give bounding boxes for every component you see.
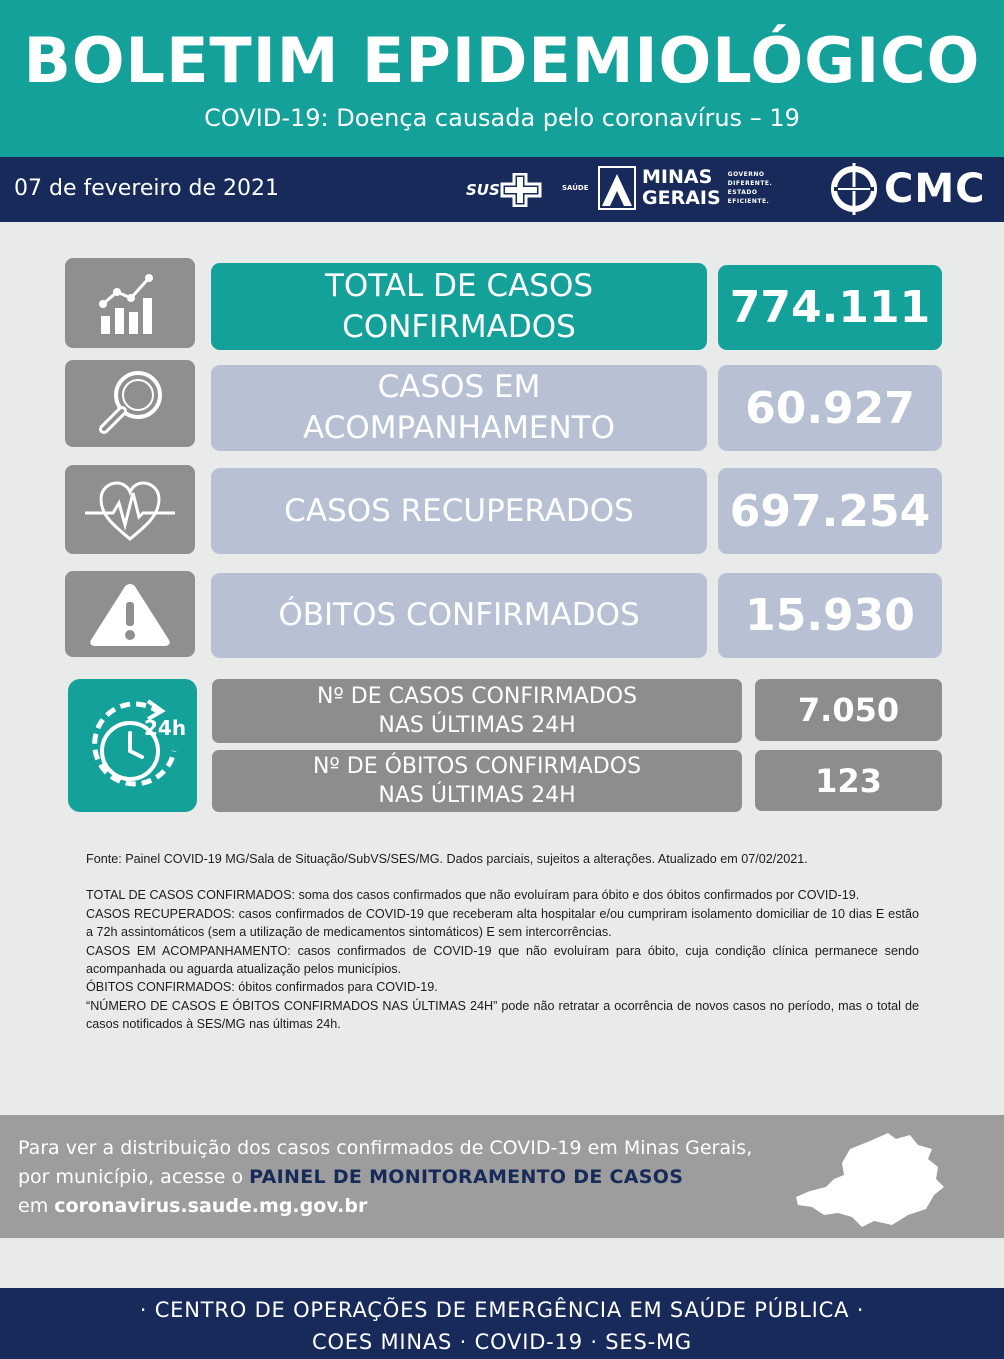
note-recovered: CASOS RECUPERADOS: casos confirmados de … xyxy=(86,906,919,940)
minas-gerais-logo: MINAS GERAIS GOVERNO DIFERENTE. ESTADO E… xyxy=(598,166,772,210)
page-subtitle: COVID-19: Doença causada pelo coronavíru… xyxy=(204,104,800,132)
footer-line2: COES MINAS · COVID-19 · SES-MG xyxy=(312,1330,692,1354)
minas-gerais-map-icon xyxy=(796,1133,944,1227)
mg-tagline-1: GOVERNO xyxy=(727,171,765,178)
note-deaths: ÓBITOS CONFIRMADOS: óbitos confirmados p… xyxy=(86,980,438,995)
last24h-cases-label-line2: NAS ÚLTIMAS 24H xyxy=(378,713,576,738)
footer-line1: · CENTRO DE OPERAÇÕES DE EMERGÊNCIA EM S… xyxy=(139,1298,865,1322)
warning-icon xyxy=(90,584,170,646)
last24h-cases-label: Nº DE CASOS CONFIRMADOS NAS ÚLTIMAS 24H xyxy=(212,679,742,743)
stat-value-deaths: 15.930 xyxy=(718,573,942,658)
mg-tagline-4: EFICIENTE. xyxy=(727,198,770,205)
last24h-cases-value: 7.050 xyxy=(755,679,942,741)
bulletin-date: 07 de fevereiro de 2021 xyxy=(14,176,280,201)
stat-label-monitoring-line2: ACOMPANHAMENTO xyxy=(303,410,615,446)
mg-tagline-2: DIFERENTE. xyxy=(727,180,773,187)
mg-logo-tagline: GOVERNO DIFERENTE. ESTADO EFICIENTE. xyxy=(728,170,773,206)
header-banner: BOLETIM EPIDEMIOLÓGICO COVID-19: Doença … xyxy=(0,0,1004,157)
stat-label-total: TOTAL DE CASOS CONFIRMADOS xyxy=(211,263,707,350)
stat-value-total: 774.111 xyxy=(718,265,942,350)
bar-chart-growth-icon xyxy=(99,274,153,334)
date-logo-bar: 07 de fevereiro de 2021 SUS SAÚDE MINAS … xyxy=(0,157,1004,222)
stat-value-monitoring: 60.927 xyxy=(718,365,942,451)
mg-tagline-3: ESTADO xyxy=(727,189,758,196)
last24h-deaths-value: 123 xyxy=(755,750,942,811)
mg-logo-line2: GERAIS xyxy=(642,187,721,209)
last24h-deaths-label-line1: Nº DE ÓBITOS CONFIRMADOS xyxy=(312,754,642,779)
stat-label-recovered-line1: CASOS RECUPERADOS xyxy=(284,492,634,529)
cmc-emblem-icon xyxy=(831,163,877,215)
last24h-icon-box: 24h xyxy=(68,679,197,812)
last24h-deaths-label: Nº DE ÓBITOS CONFIRMADOS NAS ÚLTIMAS 24H xyxy=(212,750,742,812)
stat-icon-box-recovered xyxy=(65,465,195,554)
info-text: Para ver a distribuição dos casos confir… xyxy=(18,1134,778,1221)
page-title: BOLETIM EPIDEMIOLÓGICO xyxy=(23,24,981,97)
stat-label-deaths-line1: ÓBITOS CONFIRMADOS xyxy=(278,597,640,633)
info-text-part2: em xyxy=(18,1195,55,1217)
cmc-logo-text: CMC xyxy=(884,166,986,212)
note-last24: “NÚMERO DE CASOS E ÓBITOS CONFIRMADOS NA… xyxy=(86,998,919,1032)
sus-logo-text: SUS xyxy=(466,181,500,199)
stat-label-recovered: CASOS RECUPERADOS xyxy=(211,468,707,554)
stat-icon-box-monitoring xyxy=(65,360,195,447)
mg-logo-line1: MINAS xyxy=(642,166,713,188)
svg-text:24h: 24h xyxy=(144,716,186,740)
stat-label-monitoring: CASOS EM ACOMPANHAMENTO xyxy=(211,365,707,451)
last24h-cases-label-line1: Nº DE CASOS CONFIRMADOS xyxy=(316,684,638,709)
website-url-link[interactable]: coronavirus.saude.mg.gov.br xyxy=(54,1195,368,1217)
stat-icon-box-deaths xyxy=(65,571,195,657)
saude-label: SAÚDE xyxy=(562,184,589,192)
footer: · CENTRO DE OPERAÇÕES DE EMERGÊNCIA EM S… xyxy=(0,1288,1004,1359)
minas-gerais-triangle-icon xyxy=(598,166,636,210)
clock-24h-icon: 24h xyxy=(91,698,186,786)
heartbeat-icon xyxy=(85,480,175,541)
note-total: TOTAL DE CASOS CONFIRMADOS: soma dos cas… xyxy=(86,888,860,903)
note-monitoring: CASOS EM ACOMPANHAMENTO: casos confirmad… xyxy=(86,943,919,977)
sus-cross-icon xyxy=(500,173,542,207)
magnifier-icon xyxy=(99,370,162,434)
logos-group: SUS SAÚDE MINAS GERAIS GOVERNO DIFERENTE… xyxy=(466,157,996,222)
stat-value-recovered: 697.254 xyxy=(718,468,942,554)
stat-label-total-line1: TOTAL DE CASOS xyxy=(324,267,594,304)
stat-label-total-line2: CONFIRMADOS xyxy=(342,308,576,345)
monitoring-panel-link[interactable]: PAINEL DE MONITORAMENTO DE CASOS xyxy=(249,1166,684,1188)
cmc-logo: CMC xyxy=(828,161,986,217)
mg-logo-name: MINAS GERAIS xyxy=(642,167,721,209)
stat-label-monitoring-line1: CASOS EM xyxy=(377,369,541,405)
last24h-deaths-label-line2: NAS ÚLTIMAS 24H xyxy=(378,783,576,808)
sus-logo: SUS xyxy=(466,173,542,207)
stat-label-deaths: ÓBITOS CONFIRMADOS xyxy=(211,573,707,658)
info-banner: Para ver a distribuição dos casos confir… xyxy=(0,1115,1004,1238)
info-text-part1: Para ver a distribuição dos casos confir… xyxy=(18,1137,753,1188)
note-source: Fonte: Painel COVID-19 MG/Sala de Situaç… xyxy=(86,852,808,866)
definitions-notes: Fonte: Painel COVID-19 MG/Sala de Situaç… xyxy=(86,850,919,1034)
stat-icon-box-total xyxy=(65,258,195,348)
